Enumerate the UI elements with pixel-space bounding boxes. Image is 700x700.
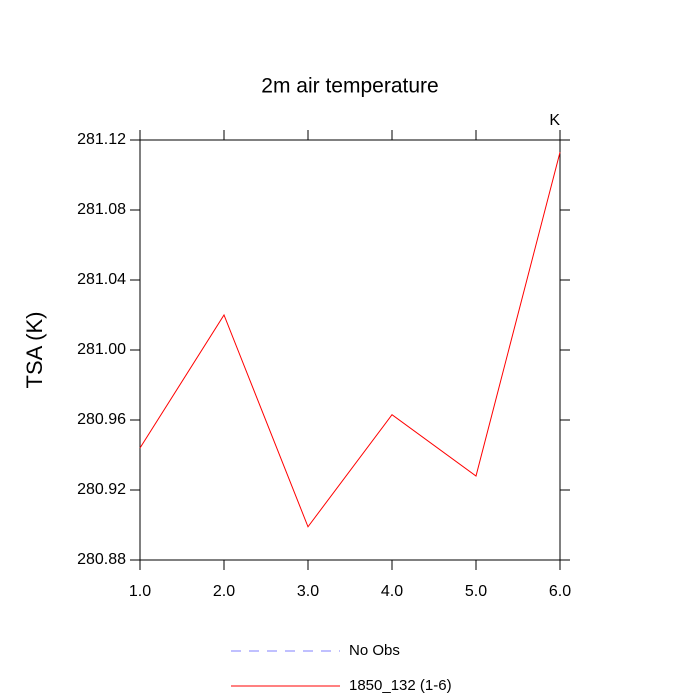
legend-label: 1850_132 (1-6) [349,677,452,694]
x-tick-label: 6.0 [549,583,571,600]
x-tick-label: 3.0 [297,583,319,600]
series-line [139,152,561,528]
chart-title: 2m air temperature [261,75,438,98]
y-tick-label: 280.88 [77,551,126,568]
y-axis-label: TSA (K) [22,311,47,388]
y-tick-label: 281.08 [77,201,126,218]
y-tick-label: 281.12 [77,131,126,148]
y-tick-label: 280.96 [77,411,126,428]
x-tick-label: 5.0 [465,583,487,600]
plot-frame [139,139,561,561]
units-annotation: K [549,112,560,129]
x-tick-label: 4.0 [381,583,403,600]
x-tick-label: 1.0 [129,583,151,600]
x-tick-label: 2.0 [213,583,235,600]
y-tick-label: 281.00 [77,341,126,358]
y-tick-label: 281.04 [77,271,126,288]
legend-label: No Obs [349,642,400,659]
y-tick-label: 280.92 [77,481,126,498]
